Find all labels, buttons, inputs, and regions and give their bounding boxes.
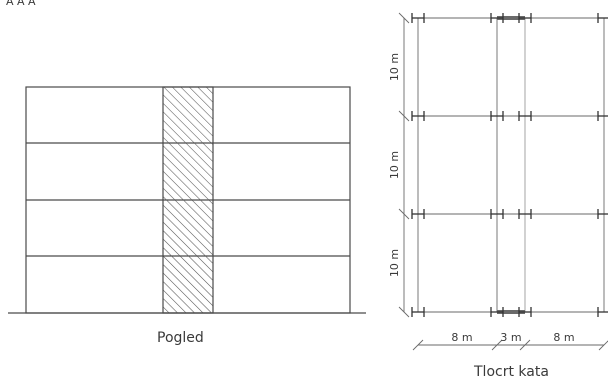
shear-wall-core bbox=[163, 87, 213, 313]
plan-caption: Tlocrt kata bbox=[474, 364, 549, 380]
floor-plan: 10 m 10 m 10 m 8 m 3 m 8 m bbox=[388, 13, 608, 350]
column-i-section bbox=[598, 209, 608, 219]
column-group bbox=[412, 13, 608, 317]
column-i-section bbox=[598, 307, 608, 317]
dim-label-horizontal: 3 m bbox=[500, 331, 521, 344]
dim-label-horizontal: 8 m bbox=[451, 331, 472, 344]
dim-label-vertical: 10 m bbox=[388, 151, 401, 179]
elevation-view bbox=[8, 87, 366, 313]
column-i-section bbox=[598, 13, 608, 23]
column-i-section bbox=[598, 111, 608, 121]
top-left-text: A A A bbox=[6, 0, 36, 8]
dim-label-horizontal: 8 m bbox=[553, 331, 574, 344]
elevation-caption: Pogled bbox=[157, 330, 204, 346]
dim-label-vertical: 10 m bbox=[388, 53, 401, 81]
dim-label-vertical: 10 m bbox=[388, 249, 401, 277]
